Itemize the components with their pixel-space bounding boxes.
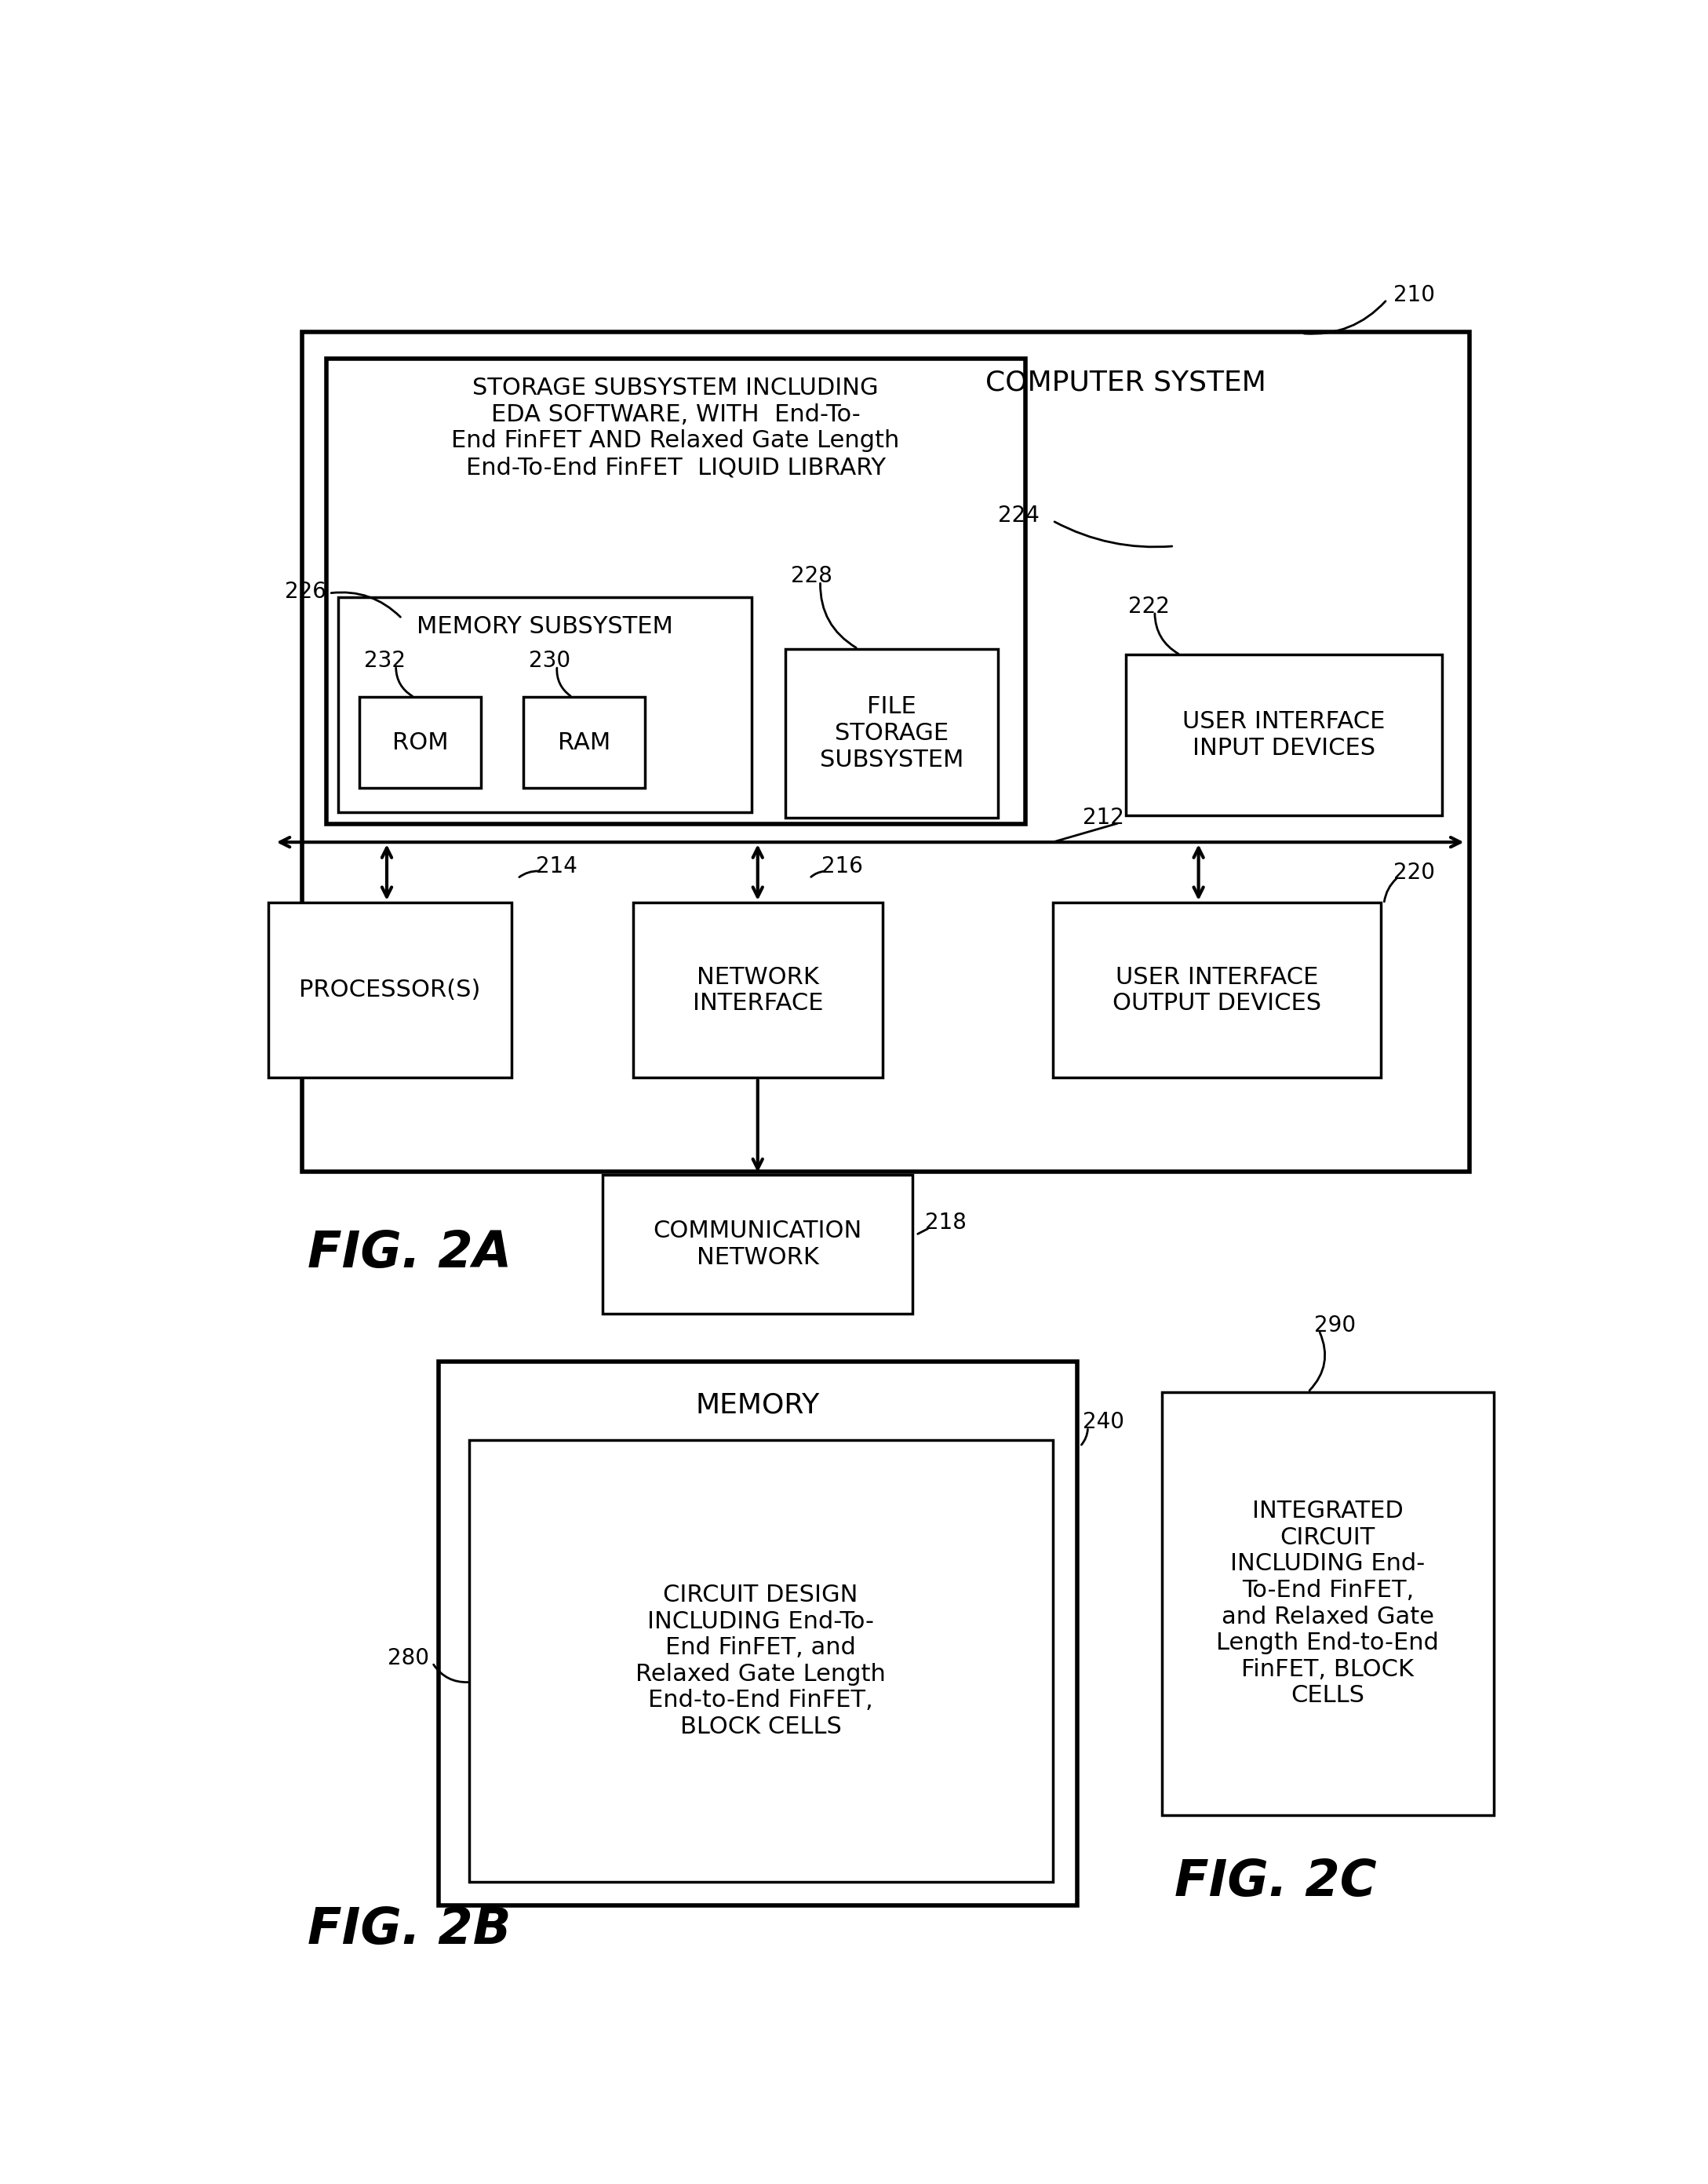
Text: CIRCUIT DESIGN
INCLUDING End-To-
End FinFET, and
Relaxed Gate Length
End-to-End : CIRCUIT DESIGN INCLUDING End-To- End Fin…: [635, 1583, 886, 1738]
Text: FILE
STORAGE
SUBSYSTEM: FILE STORAGE SUBSYSTEM: [820, 697, 963, 771]
Text: USER INTERFACE
OUTPUT DEVICES: USER INTERFACE OUTPUT DEVICES: [1112, 965, 1322, 1016]
Text: 216: 216: [822, 856, 863, 878]
Text: COMMUNICATION
NETWORK: COMMUNICATION NETWORK: [652, 1219, 863, 1269]
Bar: [302, 332, 1469, 1171]
Text: FIG. 2A: FIG. 2A: [307, 1230, 512, 1278]
Text: ROM: ROM: [393, 732, 447, 753]
Text: NETWORK
INTERFACE: NETWORK INTERFACE: [692, 965, 823, 1016]
Bar: [470, 1441, 1052, 1883]
Text: MEMORY: MEMORY: [695, 1391, 820, 1420]
Text: RAM: RAM: [559, 732, 611, 753]
Text: 218: 218: [926, 1212, 967, 1234]
Bar: [634, 902, 883, 1079]
Text: 290: 290: [1313, 1315, 1356, 1337]
Text: 212: 212: [1083, 808, 1124, 830]
Text: MEMORY SUBSYSTEM: MEMORY SUBSYSTEM: [417, 616, 673, 638]
Text: 280: 280: [388, 1647, 429, 1669]
Text: 232: 232: [364, 651, 407, 673]
Bar: [439, 1363, 1078, 1907]
Bar: [338, 598, 752, 812]
Text: FIG. 2B: FIG. 2B: [307, 1907, 511, 1955]
Bar: [603, 1175, 912, 1313]
Bar: [1161, 1391, 1493, 1815]
Text: 230: 230: [528, 651, 570, 673]
Text: 222: 222: [1129, 596, 1170, 618]
Bar: [1126, 655, 1442, 815]
Bar: [1052, 902, 1382, 1079]
Text: PROCESSOR(S): PROCESSOR(S): [299, 978, 480, 1002]
Text: COMPUTER SYSTEM: COMPUTER SYSTEM: [986, 369, 1266, 395]
Text: 228: 228: [791, 566, 832, 587]
Text: STORAGE SUBSYSTEM INCLUDING
EDA SOFTWARE, WITH  End-To-
End FinFET AND Relaxed G: STORAGE SUBSYSTEM INCLUDING EDA SOFTWARE…: [451, 378, 900, 478]
Text: 240: 240: [1083, 1411, 1124, 1433]
Bar: [268, 902, 511, 1079]
Bar: [326, 358, 1025, 823]
Text: USER INTERFACE
INPUT DEVICES: USER INTERFACE INPUT DEVICES: [1182, 710, 1385, 760]
Text: 224: 224: [997, 505, 1040, 526]
Text: INTEGRATED
CIRCUIT
INCLUDING End-
To-End FinFET,
and Relaxed Gate
Length End-to-: INTEGRATED CIRCUIT INCLUDING End- To-End…: [1216, 1500, 1440, 1708]
Bar: [359, 697, 482, 788]
Text: 220: 220: [1394, 860, 1435, 882]
Text: FIG. 2C: FIG. 2C: [1173, 1856, 1377, 1907]
Bar: [786, 649, 997, 819]
Text: 226: 226: [285, 581, 326, 603]
Text: 210: 210: [1394, 284, 1435, 306]
Text: 214: 214: [536, 856, 577, 878]
Bar: [524, 697, 646, 788]
